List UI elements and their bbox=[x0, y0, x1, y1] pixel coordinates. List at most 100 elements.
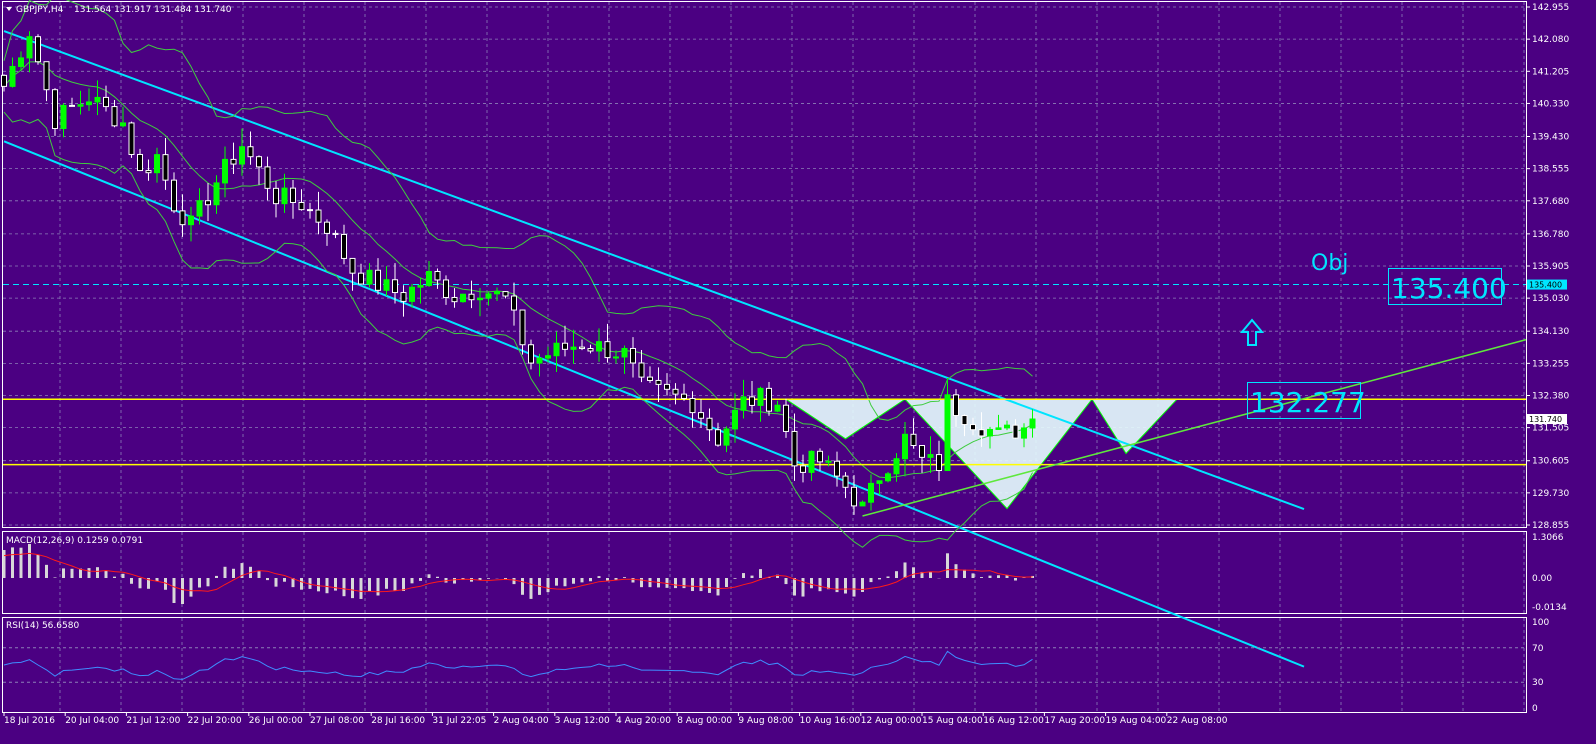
candle-body bbox=[171, 179, 177, 212]
candle-body bbox=[553, 342, 560, 357]
neckline-box bbox=[1247, 382, 1361, 419]
candle-body bbox=[111, 106, 118, 127]
price-tick-label: 141.205 bbox=[1532, 67, 1569, 77]
candle-body bbox=[86, 101, 92, 106]
time-tick-label: 17 Aug 20:00 bbox=[1044, 716, 1105, 726]
candle-body bbox=[1029, 418, 1036, 429]
candle-body bbox=[613, 356, 619, 359]
time-tick-label: 19 Aug 04:00 bbox=[1106, 716, 1167, 726]
candle-body bbox=[434, 270, 441, 281]
time-tick-label: 3 Aug 12:00 bbox=[555, 716, 610, 726]
candle-body bbox=[791, 430, 798, 467]
chart-header: GBPJPY,H4 131.564 131.917 131.484 131.74… bbox=[6, 5, 232, 631]
annotations: Obj 135.400 132.277 bbox=[1239, 251, 1507, 419]
candle-body bbox=[239, 146, 245, 165]
price-tags: 135.400 131.740 bbox=[1527, 279, 1567, 425]
candle-body bbox=[596, 341, 602, 352]
candle-body bbox=[477, 297, 483, 301]
candle-body bbox=[910, 433, 917, 447]
candle-body bbox=[953, 394, 959, 417]
candle-body bbox=[723, 428, 730, 446]
candle-body bbox=[689, 397, 696, 414]
candle-body bbox=[944, 394, 951, 472]
candle-body bbox=[256, 156, 262, 168]
candle-body bbox=[647, 376, 653, 381]
price-tick-label: 128.855 bbox=[1532, 521, 1569, 531]
candle-body bbox=[9, 65, 16, 87]
candle-body bbox=[154, 154, 160, 174]
candle-body bbox=[451, 296, 458, 303]
candle-body bbox=[273, 187, 279, 205]
candle-body bbox=[706, 417, 713, 431]
candle-body bbox=[366, 269, 373, 285]
regression-channel[interactable] bbox=[3, 30, 1305, 668]
price-tick-label: 135.030 bbox=[1532, 294, 1569, 304]
price-tick-label: 142.080 bbox=[1532, 35, 1569, 45]
candle-body bbox=[307, 209, 313, 212]
candle-body bbox=[545, 355, 551, 359]
candle-body bbox=[247, 146, 254, 158]
macd-tick-label: -0.0134 bbox=[1532, 603, 1567, 613]
candle-body bbox=[995, 427, 1002, 430]
candle-body bbox=[817, 450, 823, 463]
time-tick-label: 21 Jul 12:00 bbox=[126, 716, 180, 726]
rsi-axis: 100 70 30 0 bbox=[1532, 618, 1549, 714]
price-tick-label: 135.905 bbox=[1532, 262, 1569, 272]
candle-body bbox=[94, 96, 101, 103]
candle-body bbox=[519, 309, 526, 346]
time-tick-label: 22 Aug 08:00 bbox=[1167, 716, 1228, 726]
objective-value: 135.400 bbox=[1391, 272, 1507, 305]
macd-tick-label: 0.00 bbox=[1532, 574, 1552, 584]
dropdown-triangle-icon[interactable] bbox=[6, 7, 12, 11]
candle-body bbox=[927, 454, 934, 458]
candle-body bbox=[145, 170, 152, 174]
panel-frames bbox=[2, 1, 1527, 713]
ascending-trendline[interactable] bbox=[862, 338, 1527, 517]
up-arrow-icon bbox=[1239, 318, 1265, 346]
candle-body bbox=[341, 233, 347, 259]
candle-body bbox=[60, 104, 67, 130]
candle-body bbox=[485, 293, 492, 299]
candle-body bbox=[179, 210, 186, 226]
price-tick-label: 129.730 bbox=[1532, 489, 1569, 499]
candle-body bbox=[570, 346, 577, 350]
time-tick-label: 15 Aug 04:00 bbox=[922, 716, 983, 726]
time-tick-label: 31 Jul 22:05 bbox=[432, 716, 486, 726]
candle-body bbox=[281, 187, 288, 205]
candle-body bbox=[902, 433, 908, 460]
candle-body bbox=[664, 383, 670, 390]
current-price-tag: 131.740 bbox=[1529, 415, 1562, 424]
candle-body bbox=[315, 209, 322, 223]
candle-body bbox=[604, 341, 611, 359]
horizontal-levels[interactable] bbox=[3, 284, 1526, 466]
candle-body bbox=[213, 182, 220, 206]
candle-body bbox=[1012, 424, 1019, 439]
candle-body bbox=[120, 122, 126, 127]
candle-body bbox=[936, 454, 942, 472]
candle-body bbox=[230, 158, 237, 165]
neckline-value: 132.277 bbox=[1250, 386, 1366, 419]
candle-body bbox=[876, 480, 883, 484]
candle-body bbox=[460, 293, 466, 303]
candle-body bbox=[587, 348, 594, 352]
time-tick-label: 10 Aug 16:00 bbox=[800, 716, 861, 726]
trendline bbox=[862, 338, 1527, 517]
ohlc-label: 131.564 131.917 131.484 131.740 bbox=[74, 5, 232, 15]
candle-body bbox=[35, 36, 41, 63]
candle-body bbox=[332, 232, 339, 235]
time-tick-label: 2 Aug 04:00 bbox=[494, 716, 549, 726]
candle-body bbox=[26, 36, 33, 59]
price-tick-label: 130.605 bbox=[1532, 457, 1569, 467]
candle-body bbox=[1004, 424, 1010, 429]
price-tick-label: 142.955 bbox=[1532, 3, 1569, 13]
candle-body bbox=[800, 465, 806, 473]
candle-body bbox=[783, 404, 789, 432]
candle-body bbox=[766, 387, 772, 412]
objective-box bbox=[1388, 268, 1502, 305]
candle-body bbox=[137, 153, 143, 172]
candle-body bbox=[681, 393, 687, 399]
candle-body bbox=[919, 445, 925, 458]
price-tick-label: 136.780 bbox=[1532, 230, 1569, 240]
